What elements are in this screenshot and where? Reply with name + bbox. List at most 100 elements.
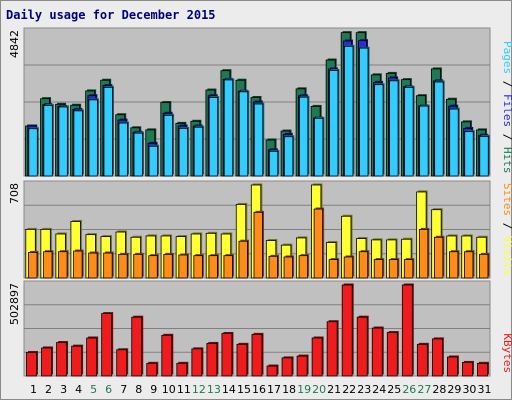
- bar-pages-day-12: [193, 126, 204, 177]
- bar-pages-day-11: [178, 128, 189, 177]
- bar-kbytes-day-17: [266, 365, 278, 377]
- bar-pages-day-4: [73, 110, 83, 177]
- bar-sites-day-22: [343, 256, 354, 279]
- x-tick-label-day-28: 28: [432, 383, 446, 396]
- bar-pages-day-26: [404, 86, 414, 177]
- x-tick-label-day-21: 21: [327, 383, 341, 396]
- bar-kbytes-day-28: [431, 338, 443, 377]
- legend-entry: KBytes: [501, 333, 512, 373]
- bar-pages-day-19: [298, 96, 309, 177]
- bar-pages-day-27: [419, 105, 429, 177]
- bar-kbytes-day-30: [462, 362, 473, 377]
- bar-kbytes-day-10: [161, 334, 173, 377]
- bar-kbytes-day-1: [26, 352, 37, 377]
- x-tick-label-day-6: 6: [105, 383, 112, 396]
- bar-kbytes-day-23: [356, 316, 368, 377]
- legend-entry: /: [501, 127, 512, 147]
- max-value-label: 502897: [8, 283, 21, 325]
- bar-pages-day-7: [118, 122, 128, 177]
- bar-pages-day-13: [208, 97, 219, 177]
- bar-sites-day-3: [58, 251, 68, 279]
- x-tick-label-day-4: 4: [75, 383, 82, 396]
- bar-sites-day-10: [163, 253, 173, 279]
- legend-hits_files_pages: Pages / Files / Hits: [501, 41, 512, 174]
- x-tick-label-day-26: 26: [402, 383, 416, 396]
- bar-pages-day-10: [163, 114, 173, 177]
- bar-sites-day-25: [388, 259, 399, 279]
- x-tick-label-day-20: 20: [312, 383, 326, 396]
- legend-entry: Pages: [501, 41, 512, 74]
- x-tick-label-day-22: 22: [342, 383, 356, 396]
- bar-pages-day-21: [329, 70, 339, 177]
- bar-sites-day-5: [88, 252, 98, 279]
- x-tick-label-day-27: 27: [417, 383, 431, 396]
- bar-pages-day-8: [133, 132, 143, 177]
- bar-kbytes-day-18: [281, 357, 293, 377]
- x-tick-label-day-15: 15: [237, 383, 251, 396]
- bar-sites-day-12: [193, 255, 203, 279]
- bar-pages-day-15: [238, 91, 249, 177]
- bar-kbytes-day-29: [447, 356, 458, 377]
- bar-kbytes-day-16: [251, 333, 263, 377]
- bar-kbytes-day-8: [131, 316, 143, 377]
- x-tick-label-day-5: 5: [90, 383, 97, 396]
- bar-sites-day-21: [328, 259, 339, 279]
- x-tick-label-day-14: 14: [222, 383, 236, 396]
- bar-kbytes-day-15: [236, 343, 248, 377]
- bar-sites-day-7: [118, 253, 128, 279]
- bar-kbytes-day-21: [326, 321, 338, 377]
- legend-entry: Visits: [501, 236, 512, 276]
- bar-pages-day-17: [268, 150, 279, 177]
- bar-pages-day-5: [88, 99, 98, 177]
- x-tick-label-day-31: 31: [477, 383, 491, 396]
- bar-kbytes-day-3: [56, 342, 67, 377]
- x-tick-label-day-2: 2: [45, 383, 52, 396]
- bar-sites-day-2: [43, 251, 53, 279]
- max-value-label: 4842: [8, 30, 21, 58]
- bar-sites-day-11: [178, 254, 188, 279]
- bar-kbytes-day-22: [341, 284, 353, 377]
- bar-kbytes-day-9: [146, 362, 158, 377]
- bar-sites-day-1: [28, 251, 38, 279]
- bar-sites-day-8: [133, 253, 143, 279]
- bar-pages-day-29: [449, 108, 459, 177]
- x-tick-label-day-24: 24: [372, 383, 386, 396]
- bar-sites-day-16: [253, 211, 263, 279]
- x-tick-label-day-13: 13: [207, 383, 221, 396]
- bar-sites-day-15: [238, 240, 248, 279]
- x-tick-label-day-29: 29: [447, 383, 461, 396]
- legend-entry: /: [501, 216, 512, 236]
- bar-kbytes-day-6: [101, 313, 113, 377]
- bar-kbytes-day-25: [386, 332, 398, 377]
- legend-entry: Sites: [501, 183, 512, 216]
- bar-kbytes-day-26: [401, 284, 413, 377]
- bar-sites-day-17: [268, 255, 278, 279]
- bar-sites-day-9: [148, 255, 158, 279]
- bar-sites-day-24: [373, 259, 384, 279]
- bar-sites-day-14: [223, 255, 233, 279]
- legend-kbytes: KBytes: [501, 333, 512, 373]
- bar-pages-day-3: [58, 106, 68, 177]
- bar-kbytes-day-20: [311, 337, 323, 377]
- bar-kbytes-day-12: [191, 348, 203, 377]
- panel-visits_sites: 708 Sites / Visits: [8, 180, 512, 279]
- bar-sites-day-27: [418, 228, 429, 279]
- chart-title: Daily usage for December 2015: [6, 8, 216, 22]
- bar-pages-day-23: [359, 47, 369, 177]
- x-tick-label-day-7: 7: [120, 383, 127, 396]
- x-tick-label-day-3: 3: [60, 383, 67, 396]
- x-tick-label-day-17: 17: [267, 383, 281, 396]
- bar-sites-day-31: [479, 253, 489, 279]
- legend-visits_sites: Sites / Visits: [501, 183, 512, 276]
- x-tick-label-day-23: 23: [357, 383, 371, 396]
- bar-sites-day-20: [313, 208, 324, 279]
- bar-kbytes-day-14: [221, 333, 233, 377]
- x-tick-label-day-25: 25: [387, 383, 401, 396]
- x-tick-label-day-19: 19: [297, 383, 311, 396]
- bar-sites-day-6: [103, 252, 113, 279]
- bar-sites-day-30: [464, 251, 474, 279]
- x-tick-label-day-8: 8: [135, 383, 142, 396]
- bar-pages-day-22: [344, 45, 354, 177]
- bar-kbytes-day-5: [86, 337, 98, 377]
